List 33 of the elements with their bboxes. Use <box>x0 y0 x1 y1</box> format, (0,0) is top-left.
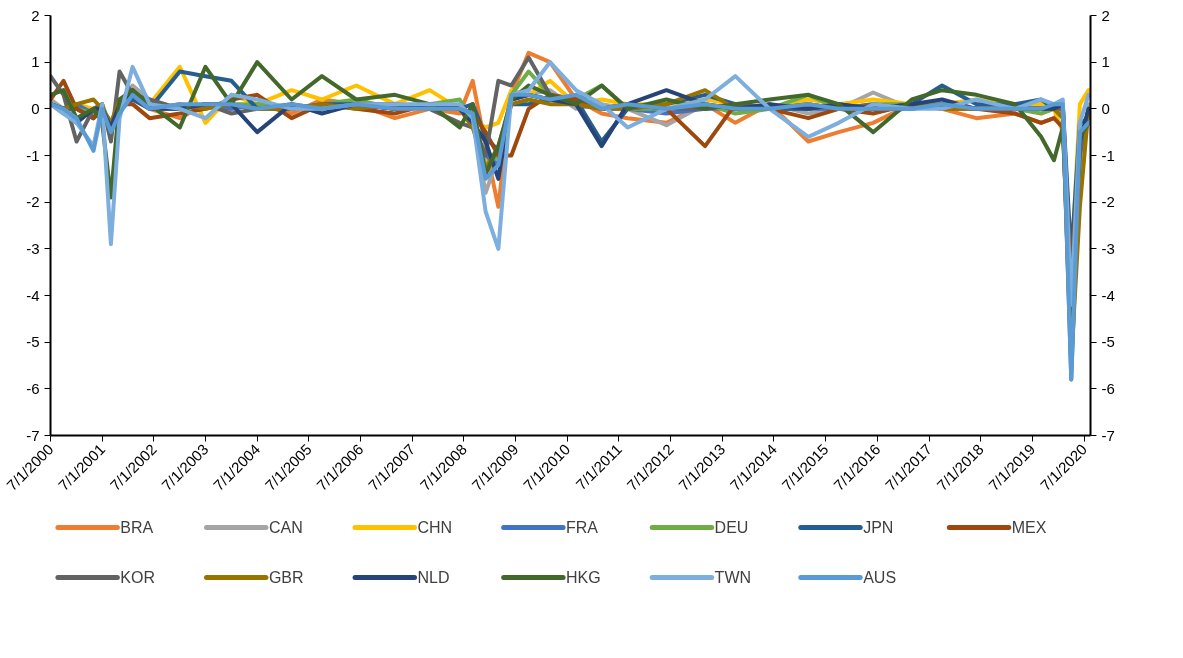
y2-tick-label: 2 <box>1101 6 1110 24</box>
y-tick-label: -1 <box>26 146 40 164</box>
y2-tick-label: -6 <box>1101 379 1115 397</box>
legend-label: DEU <box>714 519 749 536</box>
legend-label: HKG <box>566 569 601 586</box>
y2-tick-label: -2 <box>1101 193 1115 211</box>
legend-label: MEX <box>1011 519 1047 536</box>
y-tick-label: 1 <box>31 53 40 71</box>
legend-label: KOR <box>120 569 155 586</box>
y-tick-label: 0 <box>31 99 40 117</box>
legend-label: CAN <box>268 519 303 536</box>
legend-label: BRA <box>120 519 154 536</box>
y2-tick-label: -4 <box>1101 286 1115 304</box>
y-tick-label: -6 <box>26 379 40 397</box>
y2-tick-label: 1 <box>1101 53 1110 71</box>
y2-tick-label: -1 <box>1101 146 1115 164</box>
legend-label: AUS <box>863 569 897 586</box>
y2-tick-label: -3 <box>1101 239 1115 257</box>
y2-tick-label: 0 <box>1101 99 1110 117</box>
legend-label: CHN <box>417 519 453 536</box>
y-tick-label: -3 <box>26 239 40 257</box>
legend-label: JPN <box>863 519 894 536</box>
y-tick-label: -7 <box>26 426 40 444</box>
y-tick-label: -4 <box>26 286 40 304</box>
legend-label: NLD <box>417 569 450 586</box>
legend-label: FRA <box>566 519 599 536</box>
y2-tick-label: -7 <box>1101 426 1115 444</box>
legend-label: GBR <box>268 569 304 586</box>
y-tick-label: -2 <box>26 193 40 211</box>
y-tick-label: -5 <box>26 333 40 351</box>
legend-label: TWN <box>714 569 752 586</box>
y-tick-label: 2 <box>31 6 40 24</box>
y2-tick-label: -5 <box>1101 333 1115 351</box>
